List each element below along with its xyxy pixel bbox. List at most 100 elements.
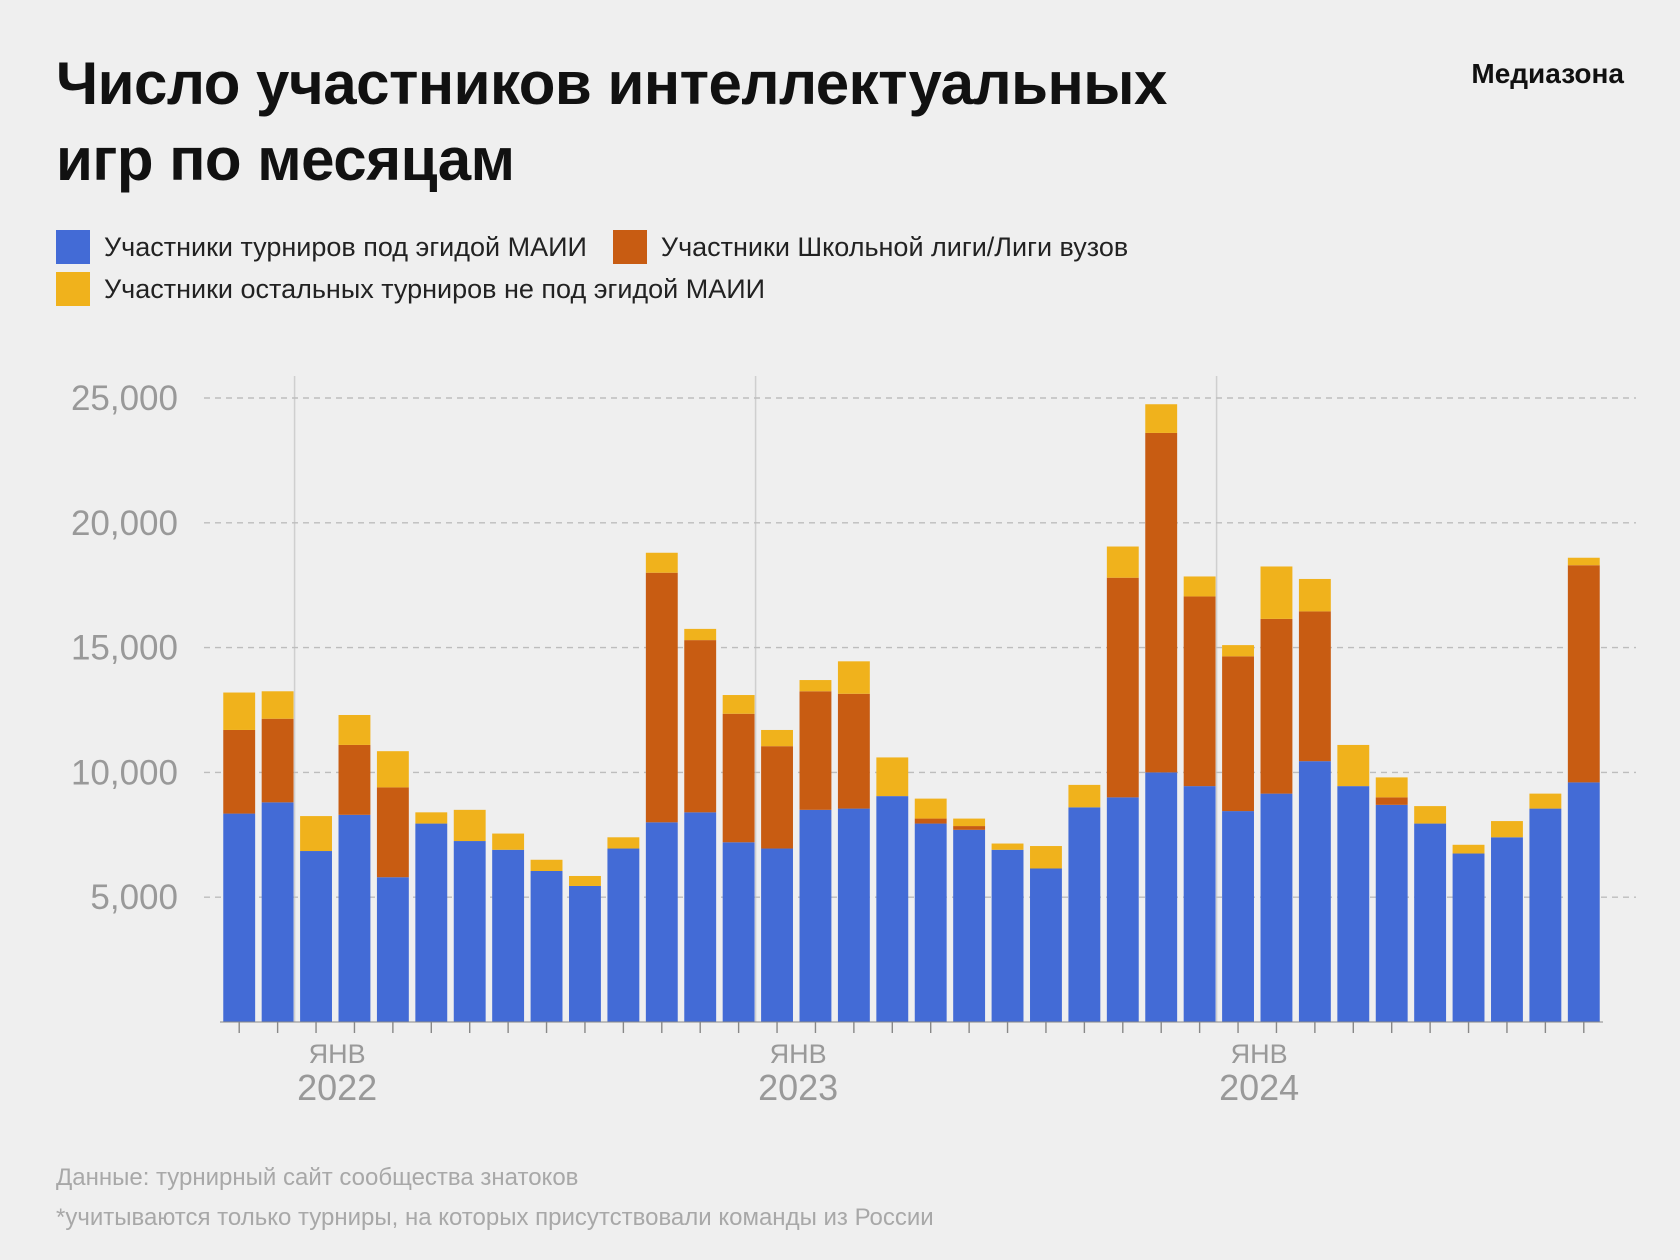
bar-segment-maii [1529, 808, 1562, 1022]
bar-segment-other [1298, 578, 1331, 612]
bar-segment-other [492, 833, 525, 850]
bar-segment-other [1375, 777, 1408, 798]
bar-segment-maii [530, 870, 563, 1022]
footer: Данные: турнирный сайт сообщества знаток… [56, 1158, 934, 1238]
bar-segment-maii [223, 813, 256, 1022]
bar-segment-other [953, 818, 986, 827]
bar-segment-other [376, 751, 409, 788]
bar-segment-other [569, 875, 601, 886]
bar-segment-maii [1068, 807, 1101, 1022]
bar-segment-maii [1414, 823, 1447, 1022]
bar-segment-school [645, 572, 678, 823]
bar-segment-maii [914, 823, 947, 1022]
legend-item-maii: Участники турниров под эгидой МАИИ [56, 226, 587, 268]
legend-item-school: Участники Школьной лиги/Лиги вузов [612, 226, 1129, 268]
bar-segment-maii [953, 829, 986, 1022]
x-year-label: 2024 [1219, 1067, 1299, 1108]
legend-label-school: Участники Школьной лиги/Лиги вузов [660, 231, 1129, 262]
chart-title: Число участников интеллектуальных игр по… [56, 50, 1167, 193]
brand-logo: Медиазона [1471, 58, 1624, 89]
bar-segment-school [684, 640, 717, 813]
bar-segment-other [1491, 821, 1523, 838]
bar-segment-maii [876, 796, 909, 1022]
bar-segment-school [261, 718, 294, 803]
note-text: *учитываются только турниры, на которых … [56, 1204, 934, 1231]
bar-segment-other [1183, 576, 1216, 597]
x-month-label: ЯНВ [1231, 1039, 1288, 1069]
bar-segment-maii [1030, 868, 1062, 1022]
legend-swatch-school [612, 230, 647, 264]
bar-segment-other [261, 691, 294, 719]
bar-segment-other [1529, 793, 1562, 809]
bar-segment-school [1106, 577, 1139, 798]
bar-segment-maii [837, 808, 870, 1022]
y-tick-label: 25,000 [71, 379, 178, 418]
bar-segment-other [761, 729, 793, 747]
x-year-label: 2022 [297, 1067, 377, 1108]
bar-segment-other [837, 661, 870, 694]
bar-segment-other [607, 837, 640, 849]
bar-segment-other [530, 859, 563, 871]
bar-segment-school [1183, 596, 1216, 787]
bar-segment-maii [1106, 797, 1139, 1022]
bar-segment-maii [376, 877, 409, 1022]
bar-segment-maii [453, 841, 486, 1022]
bar-segment-other [914, 798, 947, 819]
bar-segment-maii [761, 848, 793, 1022]
bar-segment-school [1260, 618, 1293, 794]
legend-label-maii: Участники турниров под эгидой МАИИ [104, 231, 587, 262]
bar-segment-other [415, 812, 448, 824]
bar-segment-other [991, 843, 1024, 850]
y-tick-label: 15,000 [71, 629, 178, 668]
bar-segment-school [1375, 797, 1408, 805]
x-month-label: ЯНВ [770, 1039, 827, 1069]
bar-segment-maii [1260, 793, 1293, 1022]
bar-segment-other [722, 695, 755, 714]
y-tick-label: 5,000 [90, 878, 178, 917]
bar-segment-other [1337, 744, 1370, 787]
bar-segment-maii [684, 812, 717, 1022]
bar-segment-other [1222, 645, 1254, 657]
legend-item-other: Участники остальных турниров не под эгид… [56, 268, 765, 310]
bar-segment-other [1567, 557, 1600, 566]
bar-segment-other [300, 816, 332, 852]
bar-segment-maii [1375, 804, 1408, 1022]
legend-label-other: Участники остальных турниров не под эгид… [104, 273, 766, 304]
bar-segment-school [837, 693, 870, 809]
bar-segment-other [1145, 404, 1178, 433]
bar-segment-school [914, 818, 947, 824]
bar-segment-school [1145, 432, 1178, 773]
bar-segment-maii [1222, 811, 1254, 1022]
bar-segment-other [1030, 846, 1062, 869]
bar-segment-other [1414, 806, 1447, 824]
bar-segment-maii [415, 823, 448, 1022]
source-text: Данные: турнирный сайт сообщества знаток… [56, 1164, 579, 1191]
x-month-label: ЯНВ [309, 1039, 366, 1069]
bar-segment-maii [1298, 761, 1331, 1022]
bar-segment-other [1260, 566, 1293, 619]
bar-segment-other [684, 628, 717, 641]
bar-segment-other [1106, 546, 1139, 578]
bar-segment-school [953, 826, 986, 830]
bar-chart: 5,00010,00015,00020,00025,000ЯНВ2022ЯНВ2… [71, 376, 1636, 1108]
bar-segment-other [645, 552, 678, 573]
bar-segment-maii [799, 809, 832, 1022]
bar-segment-other [223, 692, 256, 730]
bar-segment-maii [1567, 782, 1600, 1022]
y-tick-label: 20,000 [71, 504, 178, 543]
bar-segment-other [1452, 844, 1485, 854]
bar-segment-maii [1145, 772, 1178, 1022]
bar-segment-other [799, 680, 832, 692]
bar-segment-maii [1491, 837, 1523, 1022]
bar-segment-other [1068, 784, 1101, 808]
bar-segment-school [1222, 656, 1254, 812]
bar-segment-other [453, 809, 486, 842]
bar-segment-maii [261, 802, 294, 1022]
bar-segment-school [1567, 565, 1600, 783]
x-year-label: 2023 [758, 1067, 838, 1108]
legend-swatch-other [56, 272, 90, 306]
bar-segment-school [1298, 611, 1331, 762]
bar-segment-maii [338, 814, 371, 1022]
bar-segment-maii [722, 842, 755, 1022]
bar-segment-school [722, 713, 755, 843]
